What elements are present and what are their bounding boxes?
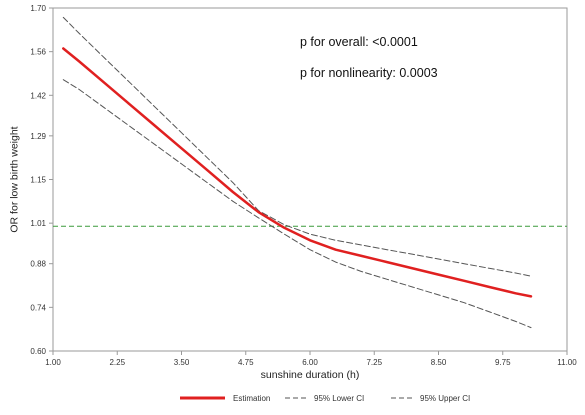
legend-label: 95% Upper CI (420, 394, 470, 403)
x-tick-label: 4.75 (238, 358, 254, 367)
legend: Estimation 95% Lower CI 95% Upper CI (180, 394, 470, 403)
y-tick-label: 1.29 (30, 132, 46, 141)
legend-label: Estimation (233, 394, 270, 403)
y-tick-label: 1.56 (30, 48, 46, 57)
x-tick-layer: 1.00 2.25 3.50 4.75 6.00 7.25 8.50 9.75 11.00 (45, 351, 577, 367)
y-tick-label: 1.42 (30, 91, 46, 100)
x-tick-label: 9.75 (495, 358, 511, 367)
y-tick-layer: 0.60 0.74 0.88 1.01 1.15 1.29 1.42 1.56 1.70 (30, 4, 53, 356)
x-tick-label: 1.00 (45, 358, 61, 367)
y-tick-label: 1.15 (30, 176, 46, 185)
x-tick-label: 11.00 (557, 358, 577, 367)
y-tick-label: 0.88 (30, 260, 46, 269)
annotation-nonlinearity-p: p for nonlinearity: 0.0003 (300, 66, 438, 80)
x-tick-label: 6.00 (302, 358, 318, 367)
y-tick-label: 1.01 (30, 219, 46, 228)
y-tick-label: 0.74 (30, 303, 46, 312)
y-tick-label: 0.60 (30, 347, 46, 356)
x-axis-title: sunshine duration (h) (261, 369, 360, 381)
series-line-estimation (62, 47, 533, 298)
y-tick-label: 1.70 (30, 4, 46, 13)
x-tick-label: 3.50 (174, 358, 190, 367)
series-layer (62, 16, 533, 329)
x-tick-label: 2.25 (109, 358, 125, 367)
series-line-95-lower-ci (62, 79, 532, 329)
series-line-95-upper-ci (62, 16, 532, 277)
annotation-overall-p: p for overall: <0.0001 (300, 35, 418, 49)
y-axis-title: OR for low birth weight (9, 126, 21, 232)
legend-label: 95% Lower CI (314, 394, 364, 403)
x-tick-label: 7.25 (366, 358, 382, 367)
x-tick-label: 8.50 (431, 358, 447, 367)
